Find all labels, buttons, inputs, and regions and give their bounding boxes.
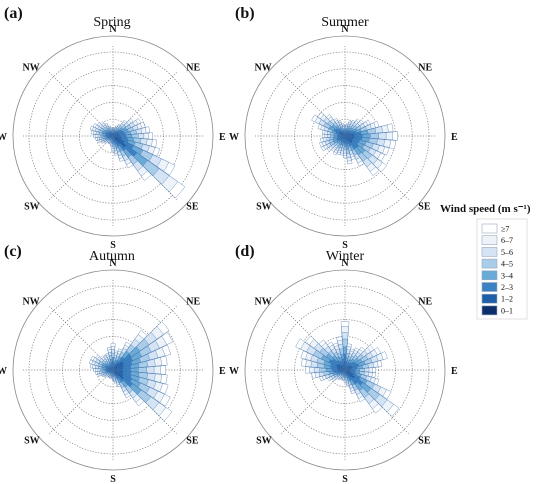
panel-label: (b) — [235, 5, 255, 22]
grid-spoke — [49, 139, 110, 200]
direction-label-sw: SW — [256, 201, 272, 212]
panel-title: Winter — [326, 249, 365, 264]
direction-label-e: E — [451, 366, 458, 377]
direction-label-nw: NW — [22, 63, 39, 74]
direction-label-ne: NE — [418, 63, 432, 74]
legend-label: 4–5 — [501, 260, 513, 269]
direction-label-w: W — [229, 366, 239, 377]
legend-label: 2–3 — [501, 283, 513, 292]
legend-label: 3–4 — [501, 271, 513, 280]
outer-ring — [12, 35, 214, 237]
grid-spoke — [281, 373, 342, 434]
direction-label-s: S — [110, 240, 116, 251]
direction-label-ne: NE — [418, 297, 432, 308]
legend-swatch — [481, 247, 498, 257]
wind-rose-panel-1: N NW NE W E SW SE S (a) Spring — [0, 5, 226, 251]
direction-label-sw: SW — [24, 201, 40, 212]
direction-label-w: W — [229, 132, 239, 143]
direction-label-se: SE — [186, 201, 199, 212]
direction-label-nw: NW — [254, 297, 271, 308]
direction-label-nw: NW — [254, 63, 271, 74]
panel-title: Autumn — [89, 249, 135, 264]
panel-label: (a) — [4, 5, 23, 22]
wind-speed-legend: Wind speed (m s⁻¹) ≥7 6–7 5–6 4–5 3–4 2–3 1–2 0… — [440, 203, 531, 320]
direction-label-se: SE — [418, 435, 431, 446]
outer-ring — [244, 269, 446, 471]
legend-swatch — [481, 282, 498, 292]
legend-swatch — [481, 235, 498, 245]
direction-label-e: E — [451, 132, 458, 143]
legend-label: 1–2 — [501, 295, 513, 304]
legend-label: ≥7 — [501, 225, 509, 234]
direction-label-nw: NW — [22, 297, 39, 308]
direction-label-sw: SW — [256, 435, 272, 446]
rose-sector-band — [344, 367, 346, 371]
legend-swatch — [481, 305, 498, 316]
legend-swatch — [481, 258, 498, 269]
wind-rose-panel-4: N NW NE W E SW SE S (d) Winter — [229, 243, 458, 484]
outer-ring — [244, 35, 446, 237]
direction-label-sw: SW — [24, 435, 40, 446]
panel-label: (d) — [235, 243, 255, 260]
legend-swatch — [481, 223, 498, 234]
legend-swatch — [481, 293, 498, 304]
direction-label-w: W — [0, 366, 7, 377]
legend-label: 0–1 — [501, 306, 513, 315]
legend-swatch — [481, 270, 498, 281]
direction-label-s: S — [342, 474, 348, 484]
direction-label-se: SE — [418, 201, 431, 212]
grid-spoke — [49, 373, 110, 434]
direction-label-n: N — [109, 258, 117, 269]
panel-title: Spring — [93, 15, 130, 30]
panel-title: Summer — [321, 15, 369, 30]
direction-label-s: S — [110, 474, 116, 484]
direction-label-s: S — [342, 240, 348, 251]
direction-label-se: SE — [186, 435, 199, 446]
direction-label-w: W — [0, 132, 7, 143]
direction-label-n: N — [109, 24, 117, 35]
direction-label-ne: NE — [186, 297, 200, 308]
panel-label: (c) — [4, 243, 22, 260]
legend-box — [476, 218, 528, 320]
direction-label-e: E — [219, 132, 226, 143]
legend-label: 6–7 — [501, 236, 513, 245]
direction-label-n: N — [341, 24, 349, 35]
wind-rose-panel-2: N NW NE W E SW SE S (b) Summer — [229, 5, 458, 251]
direction-label-e: E — [219, 366, 226, 377]
direction-label-ne: NE — [186, 63, 200, 74]
outer-ring — [12, 269, 214, 471]
legend-title: Wind speed (m s⁻¹) — [440, 203, 531, 215]
direction-label-n: N — [341, 258, 349, 269]
legend-label: 5–6 — [501, 248, 513, 257]
wind-rose-panel-3: N NW NE W E SW SE S (c) Autumn — [0, 243, 226, 484]
